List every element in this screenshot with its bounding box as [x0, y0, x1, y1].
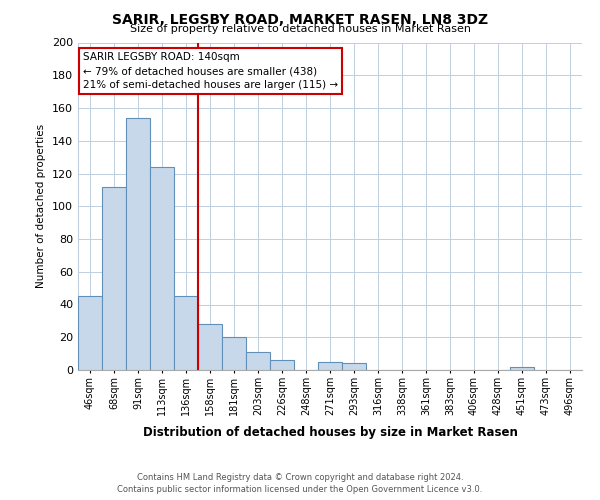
Bar — [78, 296, 102, 370]
Bar — [126, 118, 150, 370]
X-axis label: Distribution of detached houses by size in Market Rasen: Distribution of detached houses by size … — [143, 426, 517, 439]
Bar — [246, 352, 270, 370]
Bar — [318, 362, 342, 370]
Bar — [510, 366, 534, 370]
Bar — [150, 167, 174, 370]
Y-axis label: Number of detached properties: Number of detached properties — [37, 124, 46, 288]
Bar — [198, 324, 222, 370]
Text: Size of property relative to detached houses in Market Rasen: Size of property relative to detached ho… — [130, 24, 470, 34]
Bar — [342, 364, 366, 370]
Text: SARIR LEGSBY ROAD: 140sqm
← 79% of detached houses are smaller (438)
21% of semi: SARIR LEGSBY ROAD: 140sqm ← 79% of detac… — [83, 52, 338, 90]
Bar — [102, 186, 126, 370]
Bar — [270, 360, 294, 370]
Text: Contains HM Land Registry data © Crown copyright and database right 2024.
Contai: Contains HM Land Registry data © Crown c… — [118, 472, 482, 494]
Bar — [174, 296, 198, 370]
Text: SARIR, LEGSBY ROAD, MARKET RASEN, LN8 3DZ: SARIR, LEGSBY ROAD, MARKET RASEN, LN8 3D… — [112, 12, 488, 26]
Bar — [222, 337, 246, 370]
